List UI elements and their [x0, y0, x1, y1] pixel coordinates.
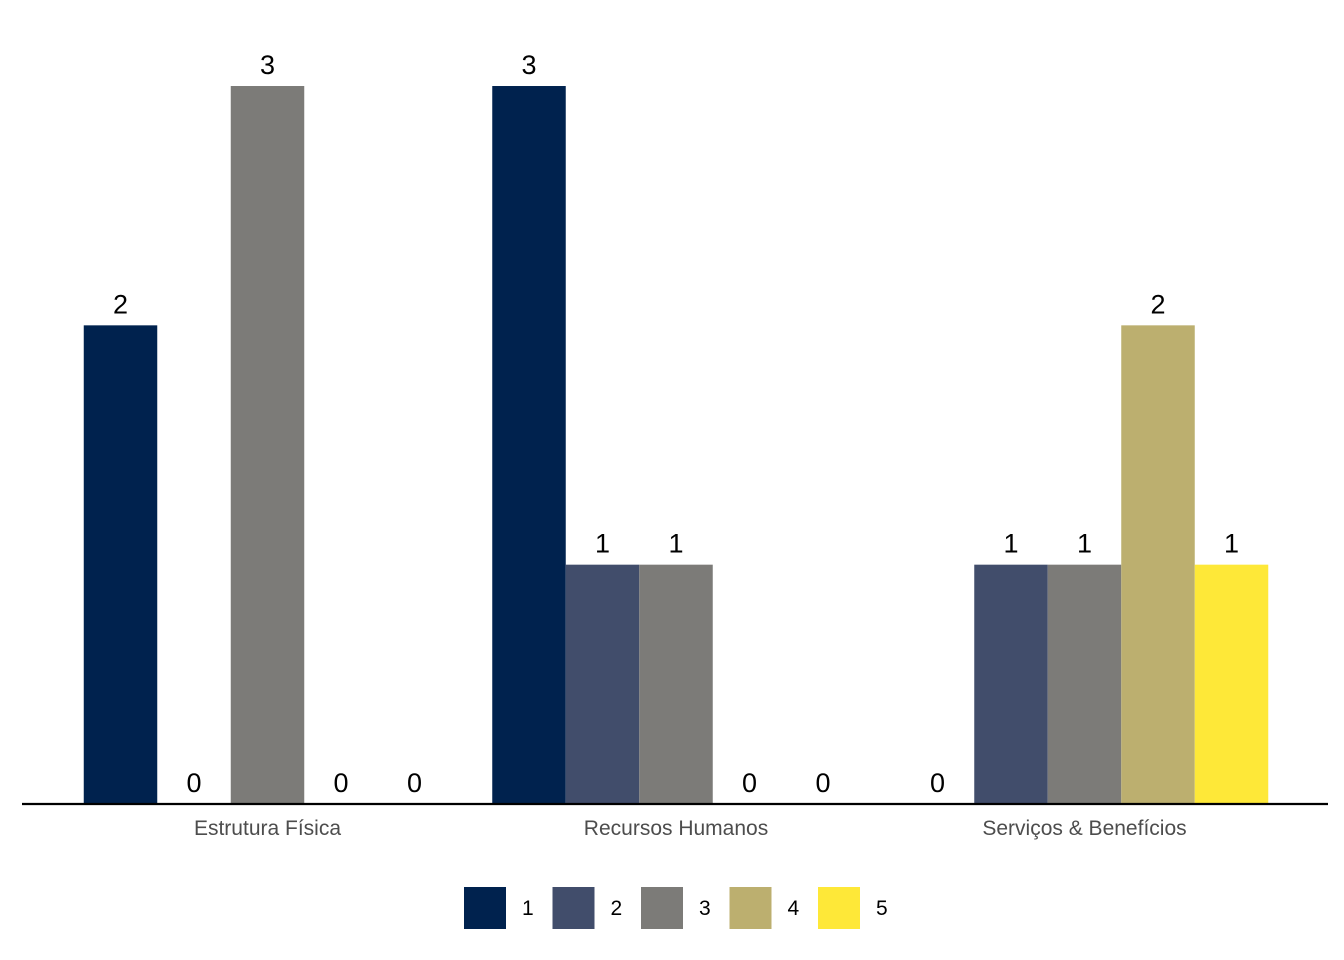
- x-tick-labels: Estrutura Física Recursos Humanos Serviços…: [194, 817, 1187, 840]
- x-tick-label-1: Estrutura Física: [194, 817, 341, 840]
- data-label-2-series-1: 3: [521, 50, 536, 80]
- bar-2-series-2: [565, 564, 640, 804]
- data-label-3-series-4: 2: [1150, 289, 1165, 319]
- x-tick-label-2: Recursos Humanos: [584, 817, 768, 840]
- legend-label-3: 3: [699, 897, 711, 920]
- data-label-2-series-4: 0: [742, 768, 757, 798]
- bar-1-series-1: [83, 325, 158, 804]
- bar-3-series-2: [974, 564, 1048, 804]
- data-label-2-series-5: 0: [815, 768, 830, 798]
- bar-2-series-1: [492, 86, 566, 804]
- data-label-1-series-5: 0: [407, 768, 422, 798]
- bar-3-series-4: [1121, 325, 1195, 804]
- x-tick-label-3: Serviços & Benefícios: [982, 817, 1186, 840]
- data-label-3-series-3: 1: [1077, 529, 1092, 559]
- legend-key-2: [552, 887, 595, 929]
- data-label-3-series-1: 0: [930, 768, 945, 798]
- bar-1-series-3: [230, 86, 305, 804]
- data-label-1-series-2: 0: [186, 768, 201, 798]
- legend-label-5: 5: [876, 897, 888, 920]
- legend-key-5: [818, 887, 860, 929]
- legend: 1 2 3 4 5: [464, 887, 888, 929]
- data-label-2-series-2: 1: [595, 529, 610, 559]
- legend-key-4: [729, 887, 772, 929]
- data-label-1-series-1: 2: [113, 289, 128, 319]
- legend-key-1: [464, 887, 506, 929]
- data-label-2-series-3: 1: [668, 529, 683, 559]
- legend-label-1: 1: [522, 897, 534, 920]
- data-label-3-series-2: 1: [1003, 529, 1018, 559]
- bar-2-series-3: [639, 564, 713, 804]
- legend-label-2: 2: [611, 897, 623, 920]
- data-labels-layer: 2 0 3 0 0 3 1 1 0 0 0 1 1 2 1: [113, 50, 1239, 798]
- bar-3-series-3: [1047, 564, 1122, 804]
- legend-key-3: [641, 887, 683, 929]
- data-label-1-series-4: 0: [333, 768, 348, 798]
- legend-label-4: 4: [788, 897, 800, 920]
- bar-3-series-5: [1194, 564, 1269, 804]
- data-label-3-series-5: 1: [1224, 529, 1239, 559]
- data-label-1-series-3: 3: [260, 50, 275, 80]
- bars-layer: [83, 86, 1269, 804]
